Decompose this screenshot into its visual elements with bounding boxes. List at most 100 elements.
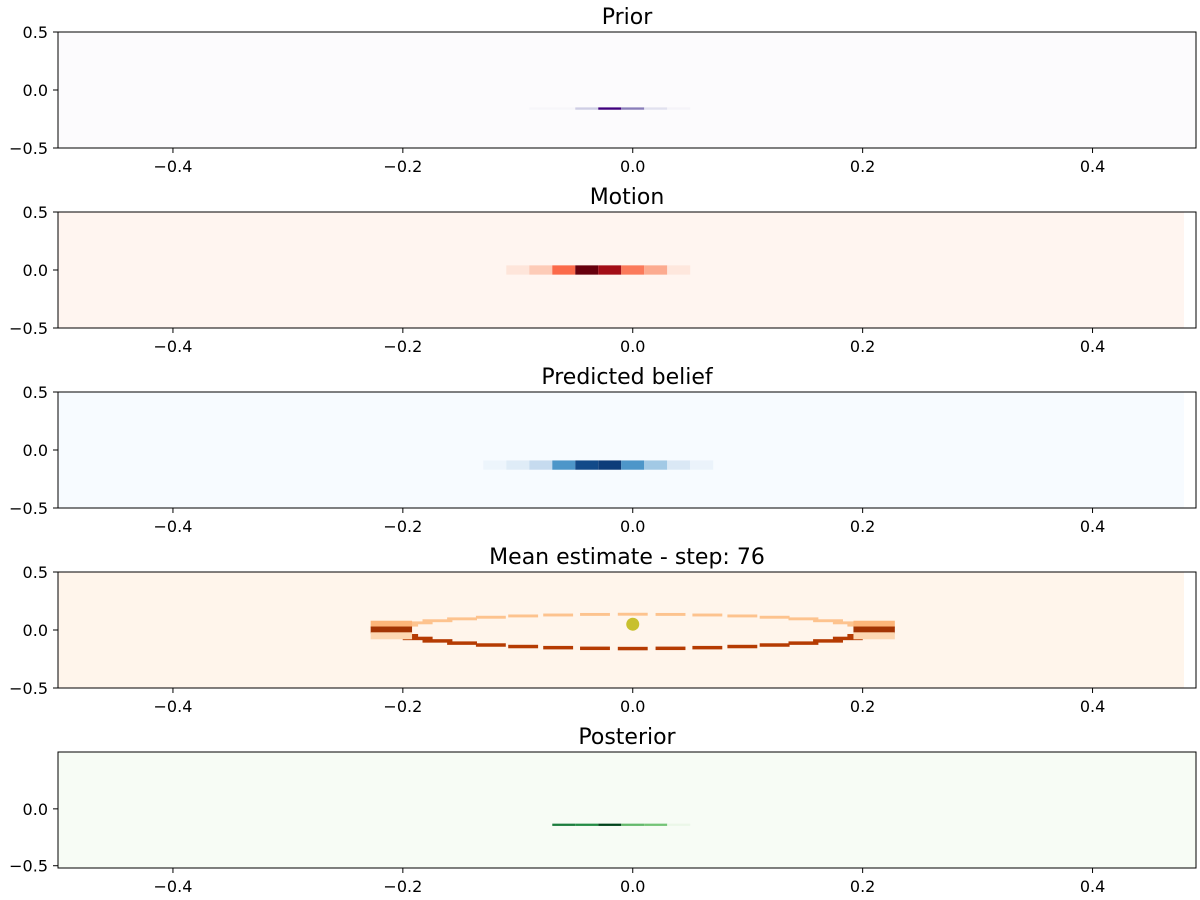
x-tick-label: 0.2 — [850, 157, 875, 176]
heatmap-cell — [598, 460, 622, 470]
x-tick-label: −0.4 — [154, 337, 193, 356]
x-tick-label: −0.4 — [154, 697, 193, 716]
heatmap-cell — [447, 641, 477, 645]
heatmap-cell — [813, 619, 843, 623]
heatmap-cell — [575, 460, 599, 470]
heatmap-cell — [506, 460, 530, 470]
x-tick-label: −0.4 — [154, 157, 193, 176]
x-tick-label: 0.0 — [620, 517, 645, 536]
x-tick-label: −0.2 — [383, 877, 422, 896]
heatmap-cell — [529, 265, 553, 275]
heatmap-cell — [575, 823, 599, 826]
y-tick-label: 0.5 — [23, 563, 48, 582]
heatmap-cell — [447, 617, 477, 621]
heatmap-cell — [690, 460, 714, 470]
panel-4: Posterior −0.4 −0.2 0.0 0.2 0.4 0.0 −0.5 — [9, 725, 1197, 896]
heatmap-cell — [370, 626, 413, 634]
x-tick-label: 0.2 — [850, 697, 875, 716]
heatmap-cell — [644, 107, 668, 110]
heatmap-cell — [422, 639, 453, 643]
heatmap-cell — [529, 107, 576, 110]
axes-frame — [57, 751, 1197, 869]
heatmap-cell — [552, 823, 576, 826]
heatmap-cell — [667, 265, 691, 275]
y-tick-label: 0.0 — [23, 800, 48, 819]
heatmap-background — [58, 392, 1184, 508]
heatmap-cell — [667, 107, 691, 110]
x-tick-label: 0.4 — [1080, 877, 1105, 896]
heatmap-cell — [759, 615, 790, 619]
heatmap-cell — [370, 632, 413, 640]
panel-title: Mean estimate - step: 76 — [489, 545, 765, 570]
heatmap-cell — [621, 107, 645, 110]
heatmap-cell — [370, 620, 413, 628]
heatmap-cell — [402, 621, 433, 625]
y-tick-label: 0.0 — [23, 261, 48, 280]
heatmap-cell — [644, 823, 668, 826]
x-tick-label: 0.0 — [620, 157, 645, 176]
x-tick-label: 0.2 — [850, 877, 875, 896]
heatmap-cell — [667, 823, 691, 826]
heatmap-cell — [552, 265, 576, 275]
x-tick-label: −0.2 — [383, 337, 422, 356]
y-tick-label: −0.5 — [9, 319, 48, 338]
heatmap-cell — [692, 645, 723, 650]
panel-2: Predicted belief −0.4 −0.2 0.0 0.2 0.4 0.5 0.0 −… — [9, 365, 1197, 536]
heatmap-cell — [655, 612, 686, 616]
panel-title: Prior — [602, 5, 653, 30]
mean-estimate-marker — [626, 617, 640, 631]
x-tick-label: −0.2 — [383, 697, 422, 716]
panel-3: Mean estimate - step: 76 −0.4 −0.2 0.0 0.2 0.… — [9, 545, 1197, 716]
heatmap-cell — [788, 617, 819, 621]
heatmap-cell — [853, 632, 895, 640]
x-tick-label: 0.4 — [1080, 517, 1105, 536]
heatmap-cell — [475, 643, 506, 647]
heatmap-cell — [617, 612, 648, 616]
heatmap-cell — [402, 636, 433, 641]
heatmap-cell — [529, 460, 553, 470]
heatmap-cell — [621, 823, 645, 826]
heatmap-cell — [475, 615, 506, 619]
panel-1: Motion −0.4 −0.2 0.0 0.2 0.4 0.5 0.0 −0.5 — [9, 185, 1197, 356]
y-tick-label: 0.5 — [23, 383, 48, 402]
x-tick-label: 0.0 — [620, 877, 645, 896]
heatmap-cell — [508, 614, 539, 618]
heatmap-cell — [543, 613, 574, 617]
heatmap-cell — [813, 639, 843, 643]
heatmap-cell — [655, 646, 686, 651]
heatmap-cell — [759, 643, 790, 647]
heatmap-cell — [853, 620, 895, 628]
heatmap-cell — [575, 265, 599, 275]
y-tick-label: 0.0 — [23, 621, 48, 640]
x-tick-label: −0.2 — [383, 517, 422, 536]
heatmap-cell — [644, 460, 668, 470]
panel-title: Motion — [590, 185, 665, 210]
heatmap-cell — [727, 614, 758, 618]
y-tick-label: 0.0 — [23, 441, 48, 460]
heatmap-cell — [598, 265, 622, 275]
heatmap-cell — [617, 646, 648, 651]
y-tick-label: 0.0 — [23, 81, 48, 100]
heatmap-cell — [598, 107, 622, 110]
heatmap-cell — [667, 460, 691, 470]
heatmap-cell — [692, 613, 723, 617]
x-tick-label: 0.4 — [1080, 157, 1105, 176]
heatmap-cell — [621, 265, 645, 275]
y-tick-label: 0.5 — [23, 23, 48, 42]
heatmap-cell — [575, 107, 599, 110]
heatmap-cell — [644, 265, 668, 275]
panel-title: Posterior — [578, 725, 676, 750]
x-tick-label: 0.4 — [1080, 337, 1105, 356]
x-tick-label: −0.4 — [154, 517, 193, 536]
heatmap-cell — [552, 460, 576, 470]
panel-title: Predicted belief — [541, 365, 714, 390]
y-tick-label: 0.5 — [23, 203, 48, 222]
heatmap-background — [58, 32, 1196, 148]
y-tick-label: −0.5 — [9, 499, 48, 518]
heatmap-cell — [580, 646, 610, 651]
x-tick-label: −0.4 — [154, 877, 193, 896]
x-tick-label: 0.2 — [850, 517, 875, 536]
y-tick-label: −0.5 — [9, 679, 48, 698]
x-tick-label: 0.4 — [1080, 697, 1105, 716]
